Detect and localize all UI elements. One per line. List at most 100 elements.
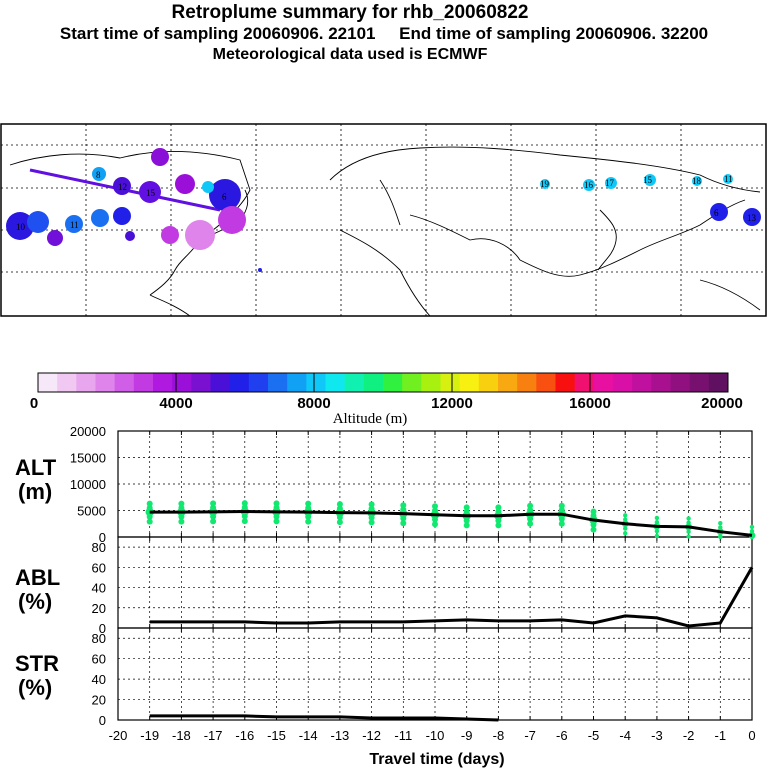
map-label: 11 <box>70 220 79 230</box>
alt-scatter-point <box>654 515 660 521</box>
x-tick-label: -1 <box>715 728 727 743</box>
alt-scatter-point <box>368 505 375 512</box>
colorbar-cell <box>248 373 269 392</box>
alt-scatter-point <box>336 505 343 512</box>
alt-scatter-point <box>590 526 597 533</box>
alt-scatter-point <box>686 516 691 521</box>
colorbar-cell <box>191 373 211 392</box>
colorbar-cell <box>517 373 537 392</box>
alt-scatter-point <box>558 520 565 527</box>
colorbar-cell <box>38 373 58 392</box>
alt-scatter-point <box>178 504 185 511</box>
alt-scatter-point <box>336 501 343 508</box>
alt-scatter-point <box>527 502 534 509</box>
colorbar-cell <box>402 373 422 392</box>
x-tick-label: -17 <box>204 728 223 743</box>
y-tick-label: 40 <box>92 581 106 596</box>
x-tick-label: -10 <box>426 728 445 743</box>
alt-scatter-point <box>273 504 280 511</box>
alt-scatter-point <box>495 508 502 515</box>
alt-scatter-point <box>558 506 565 513</box>
sampling-times: Start time of sampling 20060906. 22101 E… <box>0 24 768 44</box>
alt-series-line <box>149 510 753 537</box>
alt-scatter-point <box>432 521 438 528</box>
map-label: 19 <box>540 179 550 189</box>
x-tick-label: -16 <box>235 728 254 743</box>
alt-scatter-point <box>718 521 723 526</box>
colorbar-cell <box>421 373 441 392</box>
colorbar-cell <box>651 373 671 392</box>
colorbar-tick: 8000 <box>297 395 330 412</box>
alt-scatter-point <box>654 519 660 525</box>
altitude-colorbar: 0 4000 8000 12000 16000 20000 Altitude (… <box>30 372 743 427</box>
alt-scatter-point <box>527 520 534 527</box>
end-time: End time of sampling 20060906. 32200 <box>399 24 709 43</box>
x-tick-label: -18 <box>172 728 191 743</box>
colorbar-cell <box>574 373 595 392</box>
alt-scatter-point <box>241 504 248 511</box>
alt-scatter-point <box>273 518 280 525</box>
colorbar-cell <box>95 373 116 392</box>
map-label: 6 <box>222 192 227 202</box>
colorbar-tick: 20000 <box>701 395 743 412</box>
alt-scatter-point <box>718 534 723 539</box>
alt-scatter-point <box>336 519 343 526</box>
map-label: 6 <box>714 208 719 218</box>
colorbar-cell <box>708 373 729 392</box>
alt-scatter-point <box>368 501 375 508</box>
alt-scatter-point <box>210 518 217 525</box>
alt-scatter-point <box>146 504 153 511</box>
colorbar-tick: 16000 <box>569 395 611 412</box>
alt-scatter-point <box>273 500 280 507</box>
colorbar-cell <box>536 373 556 392</box>
map-label: 13 <box>747 213 757 223</box>
x-tick-label: -6 <box>556 728 568 743</box>
alt-scatter-point <box>241 500 248 507</box>
y-tick-label: 40 <box>92 672 106 687</box>
colorbar-cell <box>153 373 173 392</box>
x-tick-label: -20 <box>109 728 128 743</box>
map-label: 15 <box>146 188 156 198</box>
colorbar-cell <box>593 373 614 392</box>
alt-scatter-point <box>210 500 217 507</box>
x-tick-label: -15 <box>267 728 286 743</box>
alt-scatter-point <box>241 518 248 525</box>
x-tick-label: -9 <box>461 728 473 743</box>
x-tick-label: -12 <box>362 728 381 743</box>
alt-scatter-point <box>305 500 312 507</box>
alt-scatter-point <box>432 503 438 510</box>
alt-scatter-point <box>305 504 312 511</box>
alt-scatter-point <box>654 533 660 539</box>
y-tick-label: 0 <box>99 713 106 728</box>
colorbar-cell <box>325 373 346 392</box>
colorbar-cell <box>613 373 633 392</box>
colorbar-cell <box>210 373 231 392</box>
map-label: 11 <box>724 174 733 184</box>
x-tick-label: -5 <box>588 728 600 743</box>
colorbar-cell <box>632 373 652 392</box>
colorbar-cell <box>478 373 499 392</box>
alt-scatter-point <box>178 518 185 525</box>
y-tick-label: 0 <box>99 530 106 545</box>
abl-series-line <box>149 566 754 628</box>
map-label: 18 <box>692 176 702 186</box>
colorbar-cell <box>459 373 480 392</box>
alt-scatter-point <box>495 522 502 529</box>
colorbar-tick: 4000 <box>159 395 192 412</box>
colorbar-cell <box>133 373 154 392</box>
start-time: Start time of sampling 20060906. 22101 <box>59 24 376 43</box>
colorbar-tick: 12000 <box>431 395 473 412</box>
colorbar-cell <box>555 373 576 392</box>
colorbar-cell <box>383 373 403 392</box>
y-tick-label: 10000 <box>70 477 106 492</box>
alt-scatter-point <box>623 531 628 536</box>
x-tick-label: -3 <box>651 728 663 743</box>
map-label: 16 <box>584 180 594 190</box>
alt-scatter-point <box>558 502 565 509</box>
alt-scatter-point <box>654 528 660 534</box>
colorbar-tick: 0 <box>30 395 38 412</box>
abl-ylabel: ABL <box>15 565 60 590</box>
alt-scatter-point <box>400 520 407 527</box>
y-tick-label: 15000 <box>70 451 106 466</box>
alt-scatter-point <box>400 506 407 513</box>
